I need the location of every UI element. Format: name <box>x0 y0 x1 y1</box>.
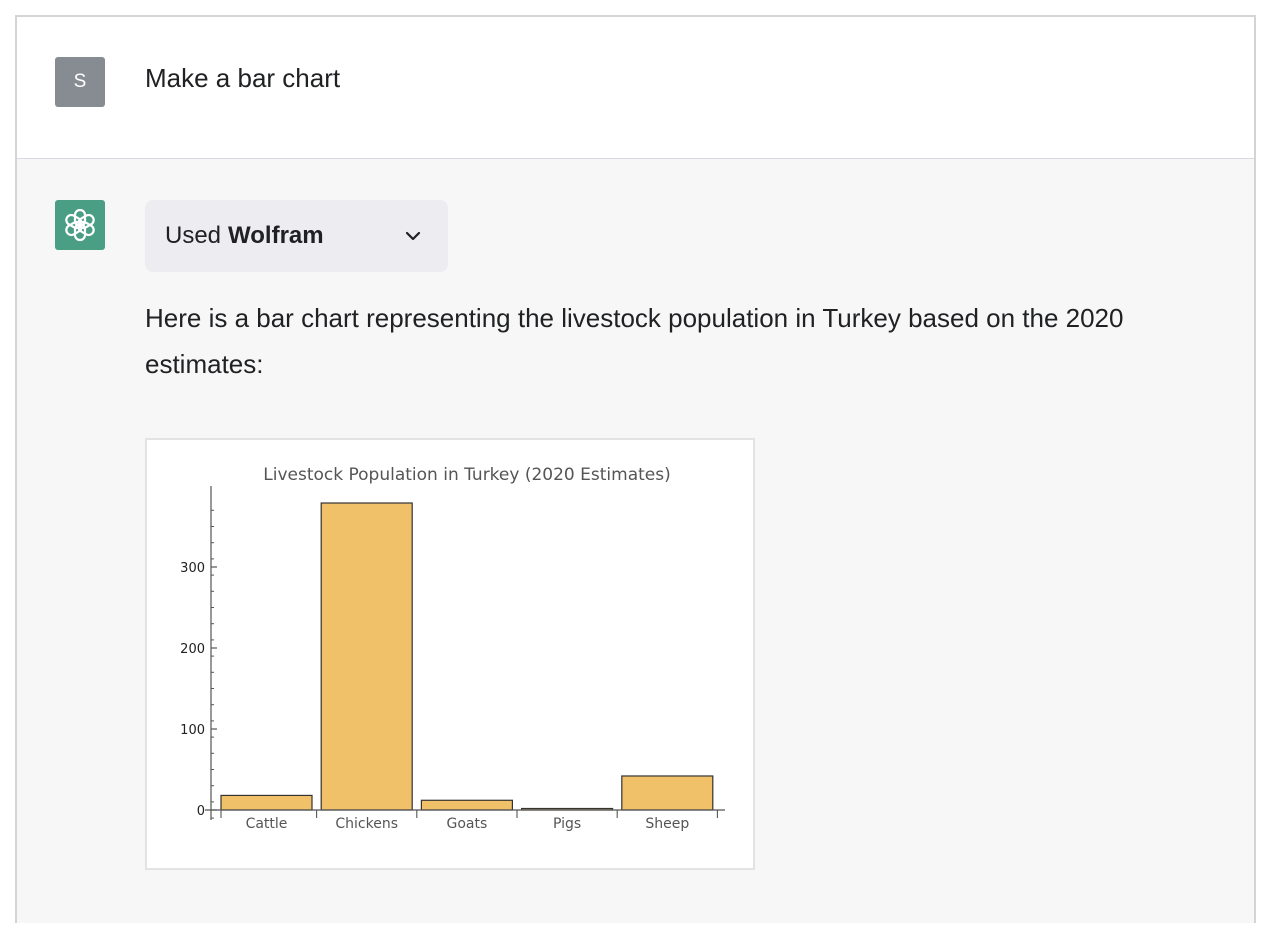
chart-image: Livestock Population in Turkey (2020 Est… <box>145 438 755 870</box>
x-tick-label-cattle: Cattle <box>246 816 288 832</box>
x-tick-label-pigs: Pigs <box>553 816 581 832</box>
user-message-text: Make a bar chart <box>145 63 341 93</box>
avatar-letter: S <box>73 71 87 92</box>
tool-usage-toggle[interactable]: Used Wolfram <box>145 200 448 272</box>
assistant-message: Used Wolfram Here is a bar chart represe… <box>17 159 1254 923</box>
x-tick-label-sheep: Sheep <box>645 816 689 832</box>
x-tick-label-goats: Goats <box>447 816 488 832</box>
chat-window: S Make a bar chart Used <box>15 15 1256 923</box>
bar-goats <box>420 799 513 811</box>
assistant-avatar <box>55 200 105 250</box>
tool-name: Wolfram <box>228 222 324 249</box>
bar-cattle <box>220 794 313 811</box>
openai-logo-icon <box>65 208 95 242</box>
y-tick-label-100: 100 <box>180 723 205 738</box>
bar-sheep <box>621 775 714 811</box>
chart-title: Livestock Population in Turkey (2020 Est… <box>263 465 670 485</box>
bar-chart: Livestock Population in Turkey (2020 Est… <box>180 465 725 832</box>
x-tick-label-chickens: Chickens <box>335 816 398 832</box>
y-tick-label-0: 0 <box>197 804 205 819</box>
tool-used-label: Used <box>165 222 222 249</box>
chevron-down-icon <box>405 231 421 241</box>
bar-chickens <box>320 502 413 811</box>
y-tick-label-200: 200 <box>180 642 205 657</box>
avatar: S <box>55 57 105 107</box>
y-tick-label-300: 300 <box>180 561 205 576</box>
assistant-reply-text: Here is a bar chart representing the liv… <box>145 303 1124 379</box>
user-message: S Make a bar chart <box>17 17 1254 159</box>
